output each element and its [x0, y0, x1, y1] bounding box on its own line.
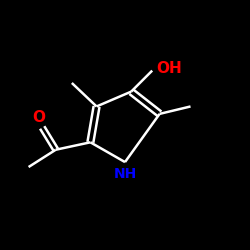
Text: NH: NH	[114, 166, 136, 180]
Text: OH: OH	[157, 61, 182, 76]
Text: O: O	[32, 110, 45, 124]
